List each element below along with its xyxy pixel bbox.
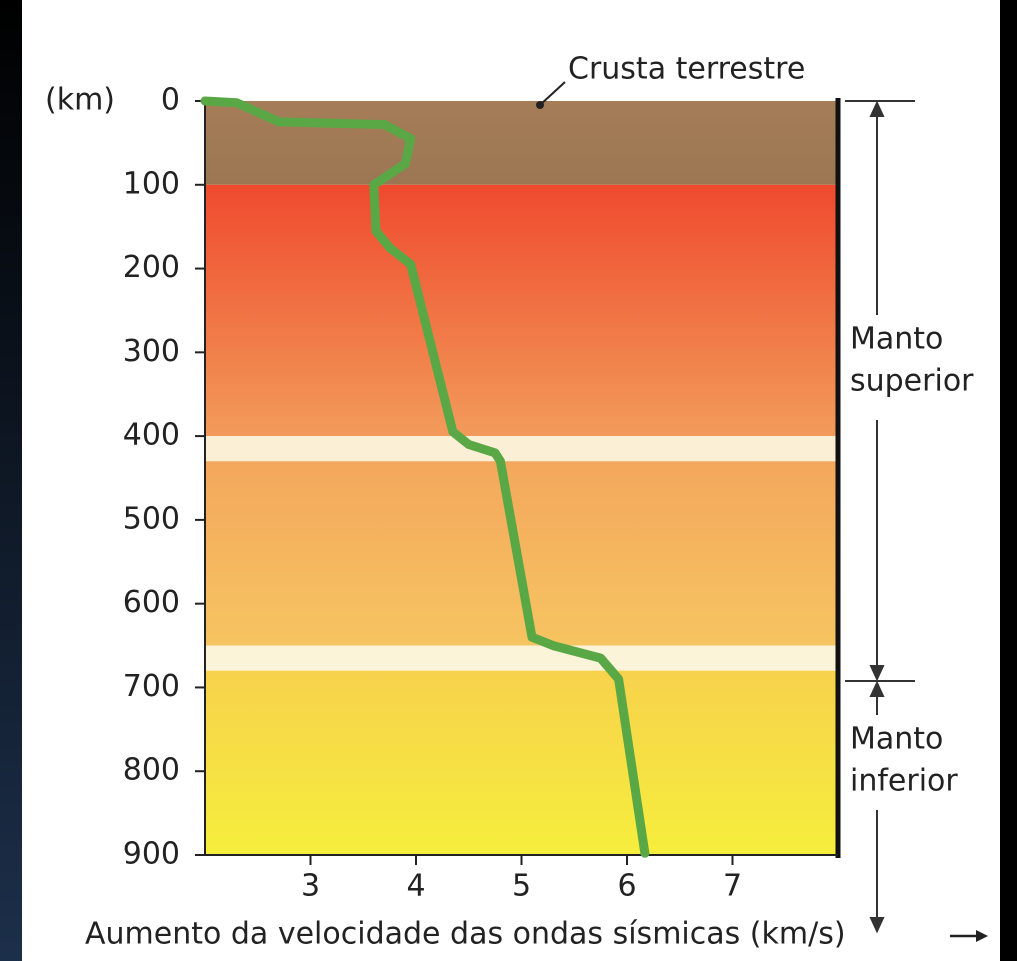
- y-tick-label: 700: [123, 669, 180, 704]
- y-tick-label: 200: [123, 250, 180, 285]
- lower-mantle-label: Manto: [850, 722, 943, 757]
- layer: [205, 101, 838, 185]
- x-tick-label: 4: [406, 869, 425, 904]
- y-tick-label: 600: [123, 585, 180, 620]
- layer: [205, 645, 838, 671]
- y-tick-label: 900: [123, 837, 180, 872]
- upper-mantle-label: Manto: [850, 322, 943, 357]
- y-tick-label: 500: [123, 501, 180, 536]
- lower-mantle-label: inferior: [850, 764, 958, 799]
- layer: [205, 184, 838, 437]
- bracket: [845, 100, 915, 934]
- y-tick-label: 800: [123, 753, 180, 788]
- crust-leader: [539, 81, 566, 106]
- layer: [205, 436, 838, 462]
- y-unit-label: (km): [45, 83, 115, 118]
- velocity-line: [200, 96, 650, 858]
- x-axis-arrow: [950, 930, 988, 942]
- upper-mantle-label: superior: [850, 364, 974, 399]
- x-tick-label: 3: [301, 869, 320, 904]
- y-tick-label: 100: [123, 166, 180, 201]
- y-tick-label: 0: [161, 83, 180, 118]
- edge: [0, 0, 22, 961]
- y-tick-label: 400: [123, 418, 180, 453]
- x-tick-label: 7: [723, 869, 742, 904]
- x-tick-label: 5: [512, 869, 531, 904]
- layer: [205, 670, 838, 855]
- crust-dot: [536, 101, 544, 109]
- x-axis-label: Aumento da velocidade das ondas sísmicas…: [85, 917, 846, 952]
- x-tick-label: 6: [617, 869, 636, 904]
- crust-label: Crusta terrestre: [568, 52, 805, 87]
- y-tick-label: 300: [123, 334, 180, 369]
